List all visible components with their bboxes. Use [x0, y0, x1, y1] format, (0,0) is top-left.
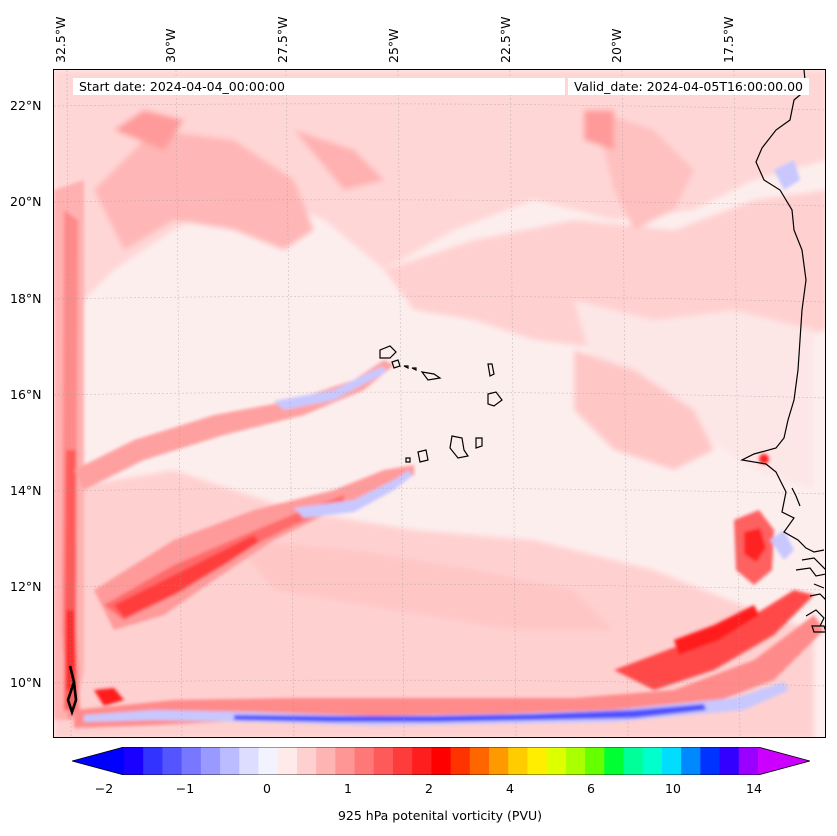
lat-label-10n: 10°N	[10, 675, 42, 690]
colorbar-swatch	[642, 747, 663, 775]
colorbar-swatch	[316, 747, 336, 775]
colorbar-swatch	[412, 747, 432, 775]
island-sao-vicente	[391, 359, 401, 369]
colorbar-swatch	[335, 747, 356, 775]
lon-label-25w: 25°W	[386, 28, 401, 63]
island-fogo	[417, 449, 429, 463]
graticule	[54, 70, 825, 737]
colorbar-swatch	[277, 747, 298, 775]
colorbar-swatch	[431, 747, 452, 775]
cbar-tick: 1	[344, 781, 352, 796]
cbar-tick: 10	[665, 781, 681, 796]
island-santo-antao	[379, 345, 397, 359]
lon-label-17.5w: 17.5°W	[721, 16, 736, 63]
island-maio	[475, 437, 483, 449]
colorbar-swatch	[124, 747, 144, 775]
lat-label-22n: 22°N	[10, 98, 42, 113]
colorbar-swatch	[181, 747, 202, 775]
colorbar-swatch	[546, 747, 567, 775]
lon-label-22.5w: 22.5°W	[498, 16, 513, 63]
colorbar-under-arrow	[72, 747, 124, 775]
cbar-tick: −1	[175, 781, 195, 796]
lat-label-18n: 18°N	[10, 291, 42, 306]
lat-label-16n: 16°N	[10, 387, 42, 402]
colorbar-swatch	[585, 747, 605, 775]
cbar-tick: 2	[425, 781, 433, 796]
cbar-tick: 4	[506, 781, 514, 796]
island-santiago	[449, 435, 469, 459]
colorbar-swatch	[565, 747, 586, 775]
colorbar-label: 925 hPa potenital vorticity (PVU)	[337, 808, 543, 823]
colorbar-swatch	[719, 747, 740, 775]
island-sao-nicolau	[420, 371, 442, 381]
valid-date-label: Valid_date: 2024-04-05T16:00:00.00	[567, 78, 809, 95]
colorbar-swatch	[258, 747, 279, 775]
colorbar-swatch	[143, 747, 164, 775]
colorbar-swatch	[700, 747, 721, 775]
island-brava	[405, 457, 411, 463]
lat-label-20n: 20°N	[10, 194, 42, 209]
lon-label-32.5w: 32.5°W	[53, 16, 68, 63]
colorbar	[72, 747, 810, 775]
pv-background-shading	[54, 70, 825, 737]
colorbar-swatch	[296, 747, 317, 775]
west-africa-coastline	[740, 70, 825, 553]
colorbar-swatch	[373, 747, 394, 775]
start-date-label: Start date: 2024-04-04_00:00:00	[73, 78, 565, 95]
lon-label-27.5w: 27.5°W	[275, 16, 290, 63]
colorbar-swatch	[354, 747, 375, 775]
colorbar-swatch	[738, 747, 759, 775]
lon-label-30w: 30°W	[163, 28, 178, 63]
lat-label-12n: 12°N	[10, 579, 42, 594]
island-sal	[487, 363, 495, 377]
colorbar-swatch	[220, 747, 240, 775]
colorbar-swatch	[623, 747, 644, 775]
colorbar-swatch	[450, 747, 471, 775]
colorbar-swatch	[239, 747, 260, 775]
colorbar-swatch	[392, 747, 413, 775]
colorbar-swatch	[162, 747, 183, 775]
colorbar-over-arrow	[758, 747, 810, 775]
colorbar-swatch	[469, 747, 490, 775]
colorbar-swatch	[527, 747, 548, 775]
pv-field-map	[54, 70, 825, 737]
map-panel: Start date: 2024-04-04_00:00:00 Valid_da…	[53, 69, 826, 738]
cbar-tick: 14	[746, 781, 762, 796]
colorbar-swatch	[508, 747, 529, 775]
colorbar-swatch	[681, 747, 701, 775]
cbar-tick: 6	[587, 781, 595, 796]
coastlines	[66, 70, 825, 717]
colorbar-swatch	[489, 747, 509, 775]
island-boa-vista	[487, 391, 503, 407]
colorbar-swatch	[604, 747, 625, 775]
lat-label-14n: 14°N	[10, 483, 42, 498]
cbar-tick: −2	[94, 781, 114, 796]
colorbar-swatch	[661, 747, 682, 775]
cbar-tick: 0	[263, 781, 271, 796]
lon-label-20w: 20°W	[609, 28, 624, 63]
colorbar-swatch	[200, 747, 221, 775]
